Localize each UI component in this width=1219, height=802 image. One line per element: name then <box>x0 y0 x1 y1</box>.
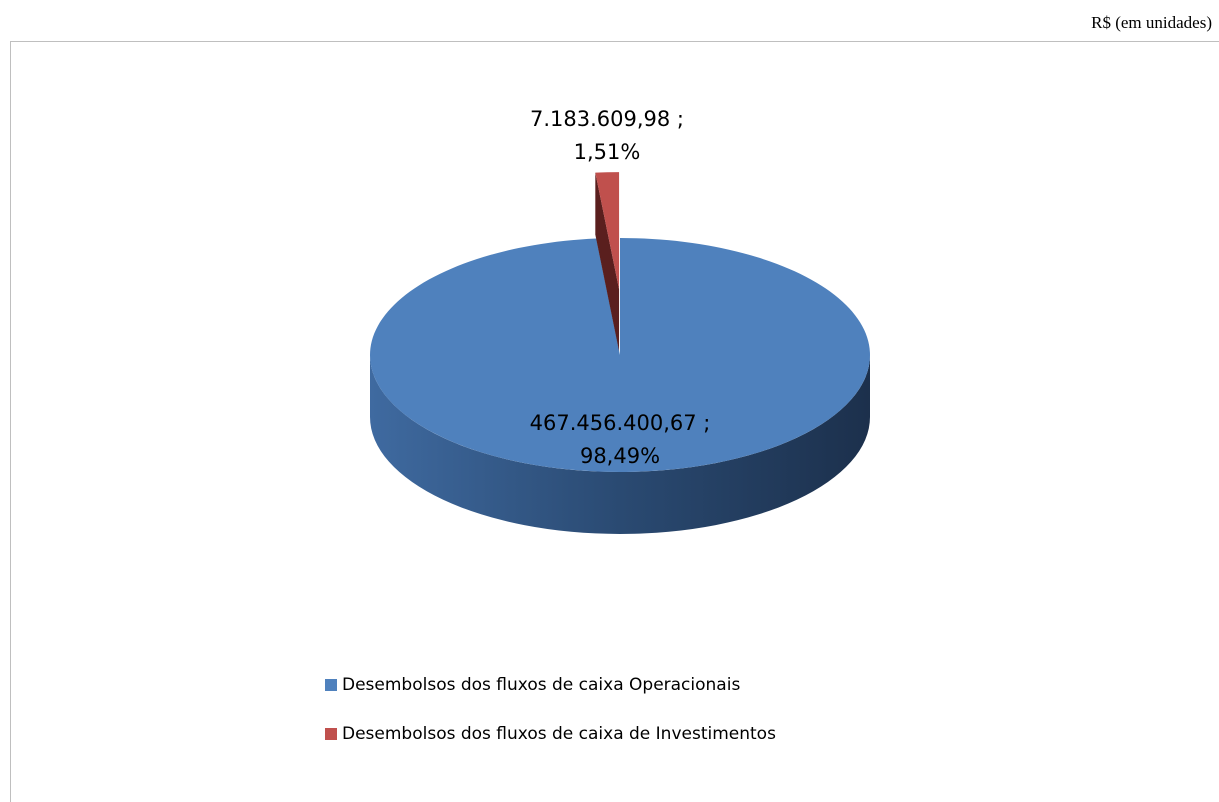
pie-side <box>595 172 620 352</box>
data-label-line: 467.456.400,67 ; <box>530 411 711 435</box>
pie-slice <box>370 238 871 472</box>
data-label-line: 7.183.609,98 ; <box>530 107 684 131</box>
unit-note: R$ (em unidades) <box>1091 13 1212 32</box>
pie-side <box>370 355 870 534</box>
legend-swatch <box>325 679 337 691</box>
chart-border <box>10 41 1219 802</box>
legend-swatch <box>325 728 337 740</box>
pie-slice <box>595 172 620 290</box>
data-label: 7.183.609,98 ; 1,51% <box>530 107 684 164</box>
data-label: 467.456.400,67 ; 98,49% <box>530 411 711 468</box>
data-label-line: 98,49% <box>580 444 660 468</box>
data-label-line: 1,51% <box>574 140 641 164</box>
legend-label: Desembolsos dos fluxos de caixa de Inves… <box>342 724 776 744</box>
legend-label: Desembolsos dos fluxos de caixa Operacio… <box>342 675 740 695</box>
